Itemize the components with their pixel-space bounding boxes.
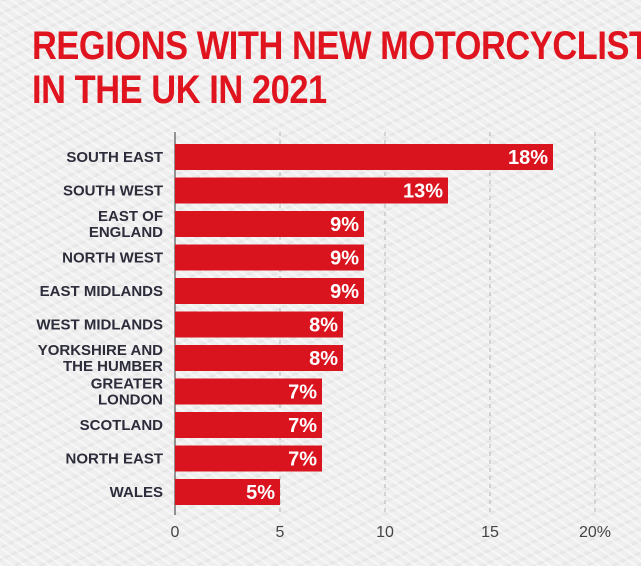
category-label-line: LONDON <box>98 392 163 409</box>
category-label-line: WALES <box>110 484 163 501</box>
chart-title-line-1: REGIONS WITH NEW MOTORCYCLISTS <box>32 24 641 68</box>
category-label-line: ENGLAND <box>89 224 163 241</box>
category-label: WALES <box>110 484 163 501</box>
category-label-line: GREATER <box>91 376 163 393</box>
bar-value-label: 9% <box>330 214 359 236</box>
category-label: SOUTH EAST <box>66 149 163 166</box>
category-label: NORTH WEST <box>62 250 163 267</box>
category-label-line: SCOTLAND <box>80 417 163 434</box>
bar <box>175 144 553 170</box>
category-label: SOUTH WEST <box>63 183 163 200</box>
chart-title: REGIONS WITH NEW MOTORCYCLISTS IN THE UK… <box>32 24 641 112</box>
category-label-line: NORTH WEST <box>62 250 163 267</box>
x-tick-label: 20% <box>579 524 611 541</box>
bar-value-label: 13% <box>403 181 443 203</box>
bar-value-label: 7% <box>288 415 317 437</box>
bar <box>175 479 280 505</box>
bar <box>175 311 343 338</box>
bar-value-label: 5% <box>246 482 275 504</box>
x-tick-label: 15 <box>481 524 499 541</box>
category-label-line: EAST OF <box>98 208 163 225</box>
category-label: YORKSHIRE AND THE HUMBER <box>38 342 163 375</box>
bar-value-label: 7% <box>288 382 317 404</box>
bar <box>175 177 448 204</box>
bar <box>175 211 364 237</box>
category-label-line: WEST MIDLANDS <box>36 317 163 334</box>
bar-value-label: 8% <box>309 348 338 370</box>
bar-value-label: 9% <box>330 248 359 270</box>
x-tick-label: 10 <box>376 524 394 541</box>
category-label-line: SOUTH EAST <box>66 149 163 166</box>
category-label: NORTH EAST <box>66 451 164 468</box>
bar <box>175 412 322 438</box>
bar-value-label: 9% <box>330 281 359 303</box>
category-label: GREATER LONDON <box>91 376 163 409</box>
bar <box>175 345 343 371</box>
category-label-line: YORKSHIRE AND <box>38 342 163 359</box>
bar <box>175 278 364 304</box>
bar <box>175 244 364 271</box>
bar-value-label: 7% <box>288 449 317 471</box>
bar-value-label: 18% <box>508 147 548 169</box>
category-label: EAST MIDLANDS <box>40 283 163 300</box>
category-label-line: NORTH EAST <box>66 451 164 468</box>
category-label-line: EAST MIDLANDS <box>40 283 163 300</box>
bar-value-label: 8% <box>309 315 338 337</box>
category-label: SCOTLAND <box>80 417 163 434</box>
category-label: WEST MIDLANDS <box>36 317 163 334</box>
chart-title-line-2: IN THE UK IN 2021 <box>32 68 327 112</box>
category-label: EAST OF ENGLAND <box>89 208 163 241</box>
bar <box>175 445 322 472</box>
x-tick-label: 0 <box>171 524 180 541</box>
bar <box>175 378 322 405</box>
category-label-line: SOUTH WEST <box>63 183 163 200</box>
category-label-line: THE HUMBER <box>63 358 163 375</box>
x-tick-label: 5 <box>276 524 285 541</box>
